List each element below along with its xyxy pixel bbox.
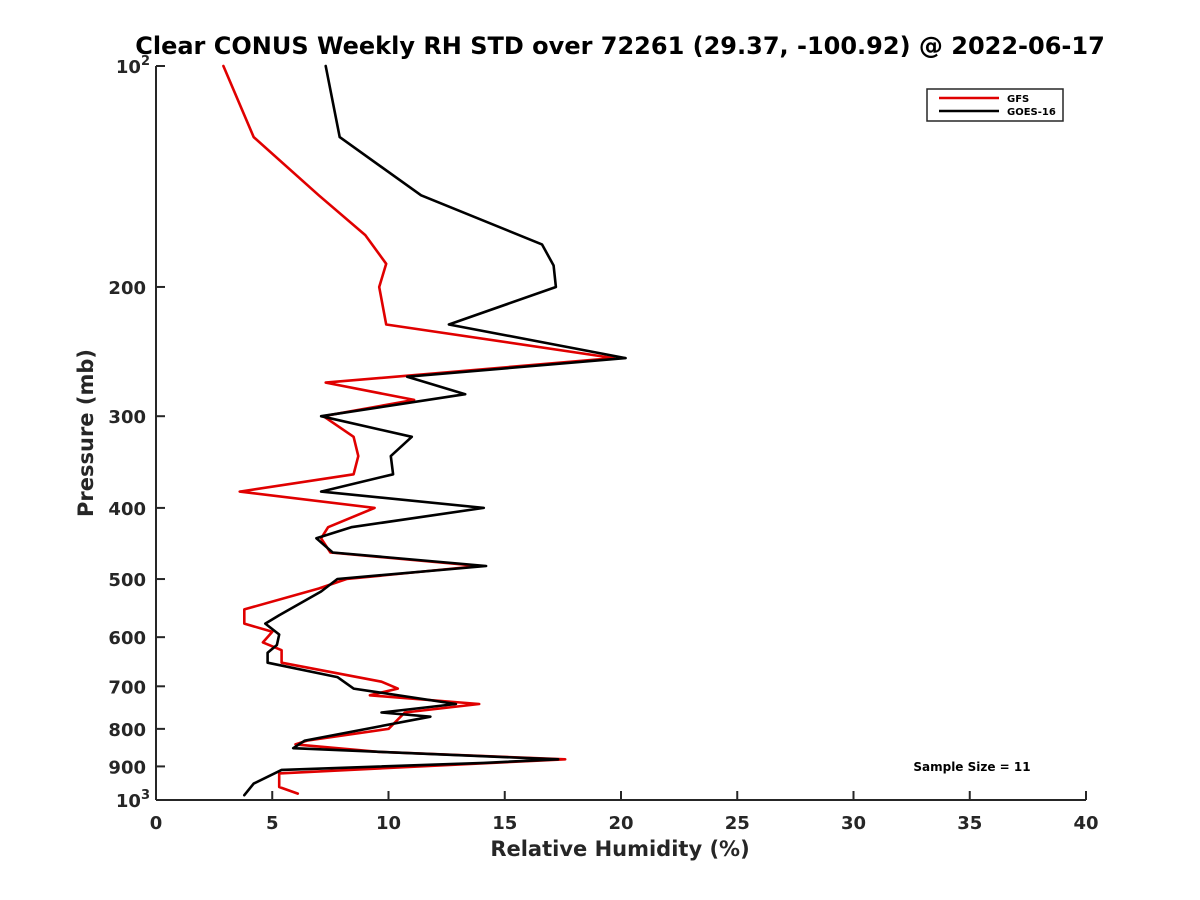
series-line-goes-16 [243, 64, 627, 797]
y-tick-label: 700 [108, 677, 146, 698]
y-tick-base: 10 [116, 791, 141, 812]
y-tick-label: 900 [108, 757, 146, 778]
x-tick-label: 30 [841, 813, 866, 834]
plot-area: 0 5 10 15 20 25 30 35 40102200300400500600700800… [108, 54, 1098, 834]
legend-label: GOES-16 [1007, 107, 1056, 118]
legend: GFS GOES-16 [926, 88, 1064, 122]
chart-title: Clear CONUS Weekly RH STD over 72261 (29… [135, 32, 1105, 60]
x-tick-label: 10 [376, 813, 401, 834]
x-tick-label: 5 [266, 813, 279, 834]
x-tick-label: 25 [725, 813, 750, 834]
y-tick-label: 600 [108, 628, 146, 649]
y-tick-label: 300 [108, 407, 146, 428]
y-tick-label: 102 [116, 54, 150, 78]
y-tick-exponent: 3 [141, 788, 150, 803]
x-tick-label: 20 [608, 813, 633, 834]
legend-box [926, 88, 1064, 122]
x-tick-label: 35 [957, 813, 982, 834]
y-tick-label: 200 [108, 278, 146, 299]
y-tick-base: 10 [116, 57, 141, 78]
y-tick-label: 800 [108, 720, 146, 741]
sample-size-annotation: Sample Size = 11 [913, 760, 1030, 774]
x-tick-label: 40 [1073, 813, 1098, 834]
x-tick-label: 0 [150, 813, 163, 834]
y-axis-label: Pressure (mb) [74, 349, 98, 517]
y-tick-exponent: 2 [141, 54, 150, 69]
x-tick-label: 15 [492, 813, 517, 834]
y-tick-label: 500 [108, 570, 146, 591]
legend-label: GFS [1007, 94, 1029, 105]
x-axis-label: Relative Humidity (%) [490, 837, 749, 861]
y-tick-label: 103 [116, 788, 150, 812]
y-tick-label: 400 [108, 499, 146, 520]
